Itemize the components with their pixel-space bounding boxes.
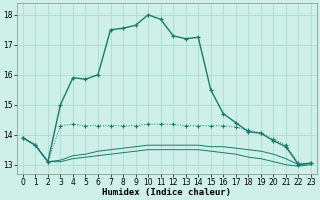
X-axis label: Humidex (Indice chaleur): Humidex (Indice chaleur) — [102, 188, 231, 197]
